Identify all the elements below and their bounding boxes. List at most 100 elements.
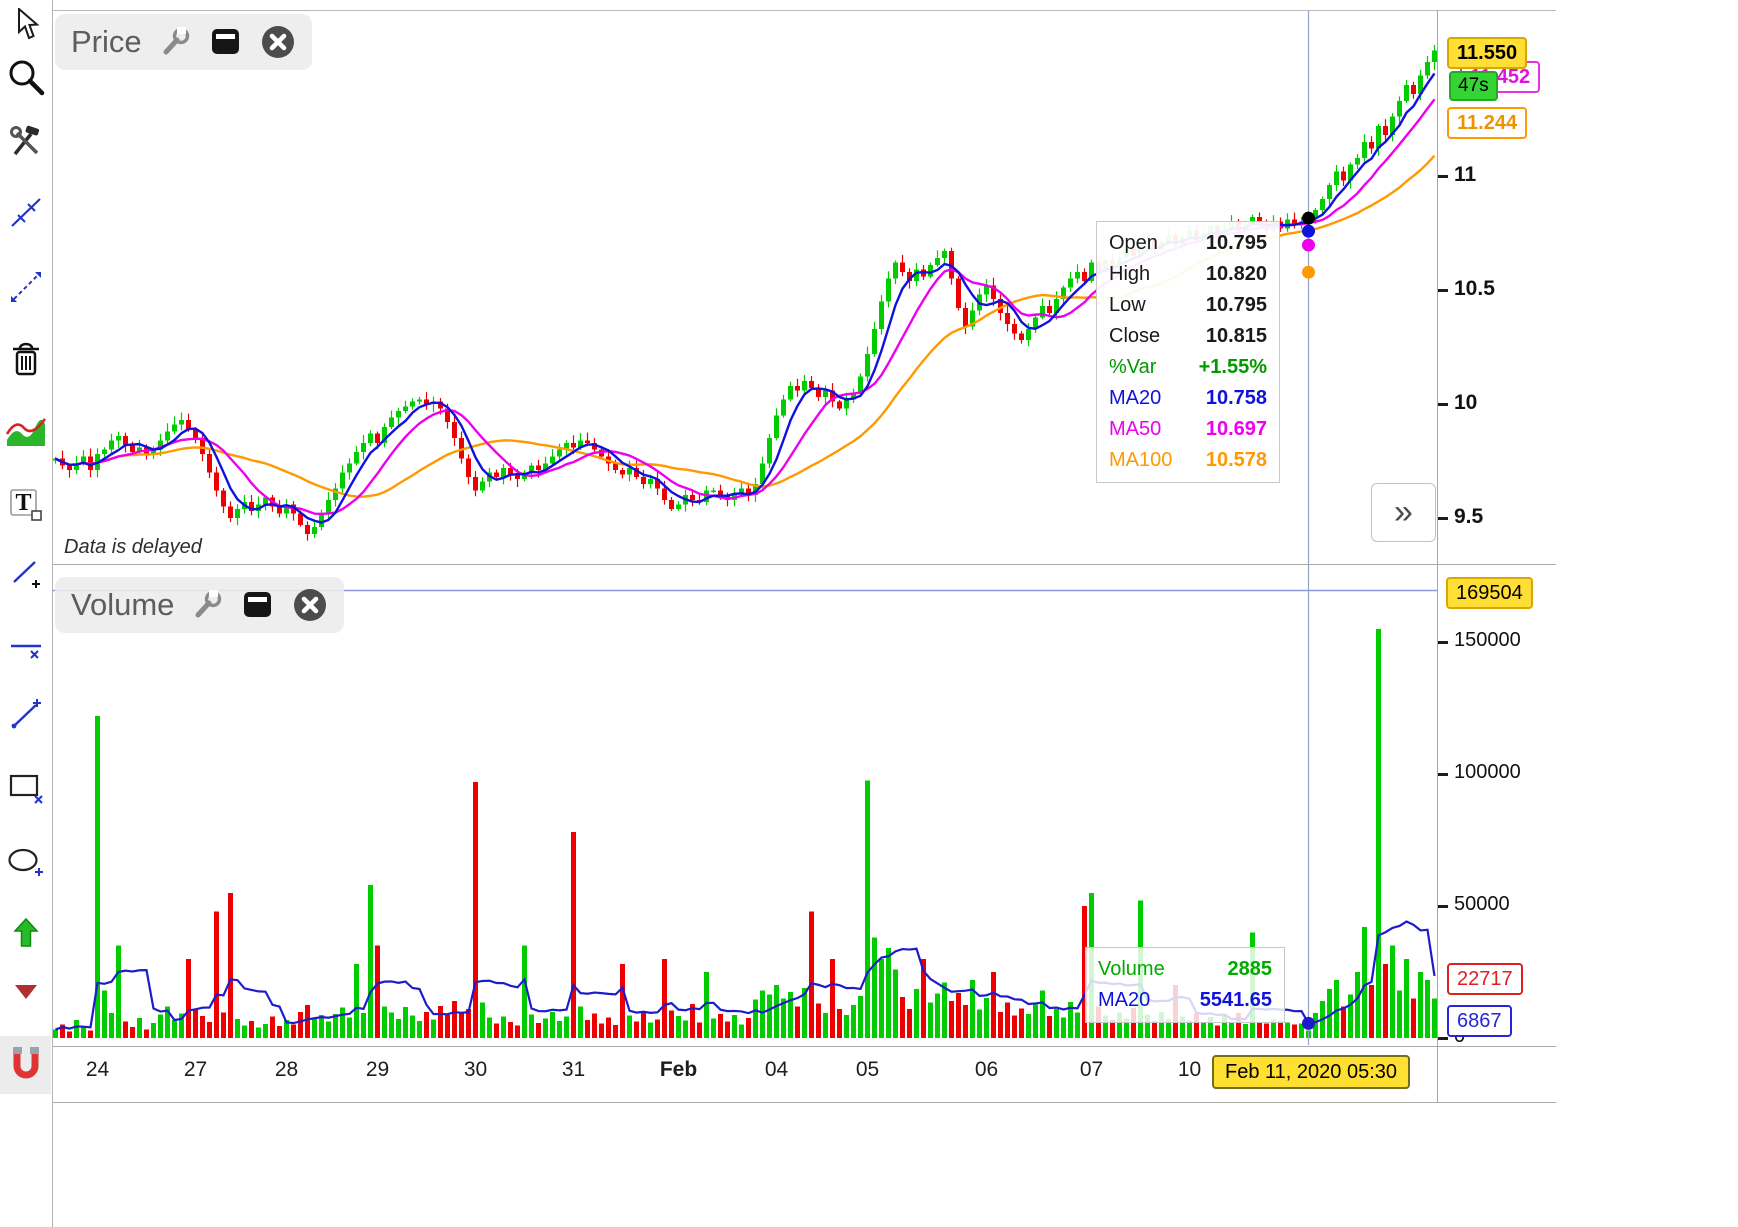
ellipse-tool-button[interactable] — [0, 832, 51, 890]
up-arrow-marker-button[interactable] — [0, 904, 51, 962]
trash-icon — [12, 342, 39, 376]
volume-window-button[interactable] — [242, 590, 274, 620]
candle-body — [1082, 271, 1087, 281]
text-tool-button[interactable]: T — [0, 476, 51, 534]
candle-body — [676, 504, 681, 509]
zoom-tool-button[interactable] — [0, 48, 51, 106]
volume-bar — [1285, 1022, 1290, 1038]
tooltip-value: 10.795 — [1205, 294, 1267, 316]
volume-bar — [1313, 1012, 1318, 1038]
price-panel-title: Price — [71, 24, 142, 59]
volume-axis-label: 50000 — [1454, 893, 1510, 915]
volume-bar — [368, 884, 373, 1038]
candle-body — [368, 433, 373, 443]
last-price-badge: 11.550 — [1447, 37, 1528, 69]
candle-body — [718, 490, 723, 496]
volume-bar — [487, 1017, 492, 1038]
candle-body — [781, 399, 786, 416]
rectangle-tool-button[interactable] — [0, 758, 51, 816]
volume-bar — [970, 979, 975, 1038]
volume-bar — [165, 1006, 170, 1038]
candle-body — [1425, 62, 1430, 76]
extended-line-tool-button[interactable] — [0, 258, 51, 316]
volume-bar — [1334, 979, 1339, 1038]
candle-body — [74, 463, 79, 471]
volume-bar — [1159, 1012, 1164, 1038]
candle-body — [543, 463, 548, 471]
expand-panel-button[interactable]: » — [1371, 483, 1436, 542]
delete-tool-button[interactable] — [0, 330, 51, 388]
candle-body — [158, 440, 163, 450]
candle-body — [900, 262, 905, 272]
magnet-snap-button[interactable] — [0, 1036, 51, 1094]
volume-high-badge: 22717 — [1447, 963, 1523, 995]
volume-bar — [396, 1018, 401, 1038]
pointer-tool-button[interactable] — [0, 0, 51, 54]
volume-bar — [690, 1004, 695, 1038]
volume-bar — [564, 1016, 569, 1038]
volume-bar — [1222, 1015, 1227, 1038]
volume-bar — [263, 1024, 268, 1038]
volume-bar — [802, 987, 807, 1038]
segment-tool-button[interactable] — [0, 544, 51, 602]
chart-style-button[interactable] — [0, 402, 51, 460]
volume-bar — [1355, 972, 1360, 1038]
volume-bar — [67, 1031, 72, 1038]
volume-bar — [228, 892, 233, 1038]
volume-bar — [438, 1005, 443, 1038]
volume-bar — [613, 1025, 618, 1038]
ray-tool-button[interactable] — [0, 686, 51, 744]
candle-body — [928, 264, 933, 277]
volume-bar — [851, 1005, 856, 1038]
candle-body — [690, 495, 695, 500]
candle-body — [1026, 328, 1031, 341]
svg-text:T: T — [15, 490, 31, 516]
volume-bar — [242, 1025, 247, 1038]
volume-settings-button[interactable] — [192, 589, 224, 621]
candle-body — [557, 449, 562, 457]
volume-bar — [249, 1020, 254, 1038]
price-axis-label: 9.5 — [1454, 505, 1484, 528]
hammer-wrench-icon — [9, 125, 39, 156]
volume-bar — [788, 991, 793, 1038]
volume-bar — [1327, 989, 1332, 1038]
price-window-button[interactable] — [210, 27, 242, 57]
volume-bar — [1292, 1024, 1297, 1038]
panel-separator[interactable] — [52, 564, 1556, 565]
candle-body — [1320, 198, 1325, 211]
volume-bar — [1194, 1013, 1199, 1038]
candle-body — [452, 422, 457, 439]
candle-body — [1012, 324, 1017, 334]
x-axis-label: 07 — [1079, 1058, 1104, 1081]
chart-canvas[interactable] — [0, 0, 1556, 1102]
volume-bar — [431, 1019, 436, 1038]
wrench-icon — [195, 590, 222, 618]
tooltip-label: MA100 — [1109, 449, 1173, 471]
trend-line-tool-button[interactable] — [0, 184, 51, 242]
candle-body — [193, 429, 198, 439]
candle-body — [865, 353, 870, 377]
candle-body — [326, 499, 331, 514]
candle-body — [1334, 171, 1339, 186]
x-axis-label: 04 — [764, 1058, 789, 1081]
price-close-button[interactable] — [260, 24, 296, 60]
horizontal-line-tool-button[interactable] — [0, 618, 51, 676]
volume-bar — [214, 911, 219, 1038]
candle-body — [123, 435, 128, 446]
volume-close-button[interactable] — [292, 587, 328, 623]
volume-bar — [949, 1001, 954, 1038]
candle-body — [1383, 125, 1388, 135]
volume-axis-tick — [1438, 904, 1448, 908]
candle-body — [1250, 217, 1255, 224]
x-axis-label: 28 — [274, 1058, 299, 1081]
candle-body — [963, 308, 968, 327]
candle-body — [501, 467, 506, 477]
marker-dropdown-button[interactable] — [0, 972, 51, 1012]
volume-bar — [1397, 990, 1402, 1038]
price-settings-button[interactable] — [160, 26, 192, 58]
x-axis-label: Feb — [659, 1058, 698, 1081]
volume-bar — [956, 993, 961, 1038]
tools-button[interactable] — [0, 114, 51, 172]
candle-body — [473, 476, 478, 491]
volume-bar — [907, 1008, 912, 1038]
